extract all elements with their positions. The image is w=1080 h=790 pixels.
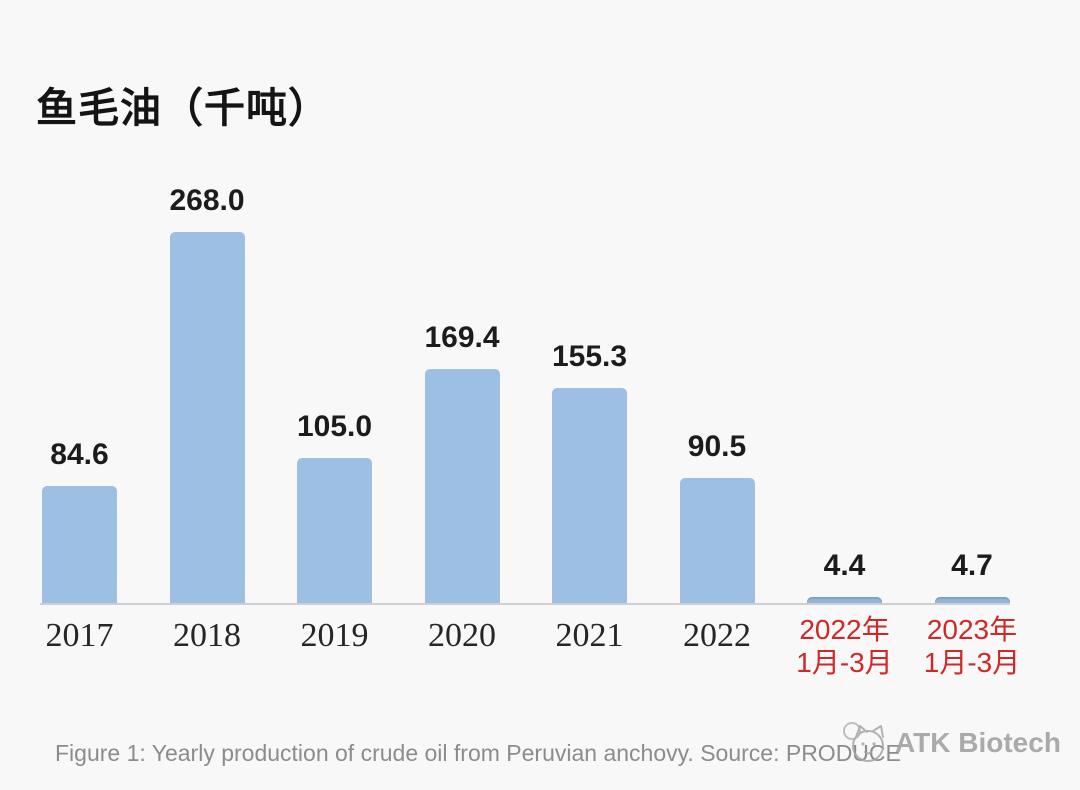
x-axis-label-line: 2023年	[926, 614, 1018, 645]
x-axis-label: 2017	[0, 617, 165, 655]
bar	[679, 477, 755, 603]
x-axis: 2017 2018 2019 2020 2021 2022 2022年 1月-3月 2023年 1…	[0, 611, 1080, 696]
x-axis-label-line: 1月-3月	[923, 647, 1021, 679]
watermark-text: ATK Biotech	[895, 727, 1061, 758]
bar-value-label: 84.6	[50, 437, 109, 471]
x-axis-label-line: 2017	[45, 617, 114, 654]
plot-area: 84.6 268.0 105.0 169.4 155.3 90.5 4.4 4.7	[40, 160, 1010, 605]
x-axis-label-line: 2019	[300, 617, 369, 654]
x-axis-label: 2022年 1月-3月	[760, 613, 930, 679]
x-axis-label-line: 2021	[555, 617, 624, 654]
bar-value-label: 155.3	[551, 340, 628, 373]
chart-title: 鱼毛油（千吨）	[36, 85, 330, 131]
bar-value-label: 105.0	[296, 409, 373, 443]
watermark: ATK Biotech	[840, 712, 1061, 774]
figure-caption: Figure 1: Yearly production of crude oil…	[55, 740, 901, 766]
x-axis-line	[40, 603, 1010, 605]
bar	[424, 368, 500, 603]
bar	[42, 485, 117, 603]
bar	[297, 457, 372, 603]
bar-value-label: 169.4	[424, 320, 500, 354]
x-axis-label: 2022	[632, 617, 802, 655]
x-axis-label: 2021	[505, 617, 675, 655]
bar	[934, 596, 1010, 603]
cat-face-logo-icon	[840, 719, 890, 767]
x-axis-label-line: 2020	[428, 617, 496, 654]
x-axis-label: 2023年 1月-3月	[887, 613, 1057, 679]
bar-value-label: 268.0	[169, 184, 245, 217]
bar	[169, 232, 245, 603]
x-axis-label-line: 2022年	[799, 614, 890, 645]
x-axis-label-line: 2022	[683, 617, 751, 654]
x-axis-label-line: 1月-3月	[796, 647, 893, 679]
bar-value-label: 4.4	[823, 548, 866, 582]
bar	[552, 388, 627, 603]
bar-value-label: 4.7	[951, 548, 993, 582]
bar	[807, 596, 882, 603]
x-axis-label: 2019	[250, 617, 420, 655]
x-axis-label: 2018	[122, 617, 292, 655]
x-axis-label: 2020	[377, 617, 547, 655]
x-axis-label-line: 2018	[173, 617, 241, 654]
bar-value-label: 90.5	[687, 429, 747, 463]
